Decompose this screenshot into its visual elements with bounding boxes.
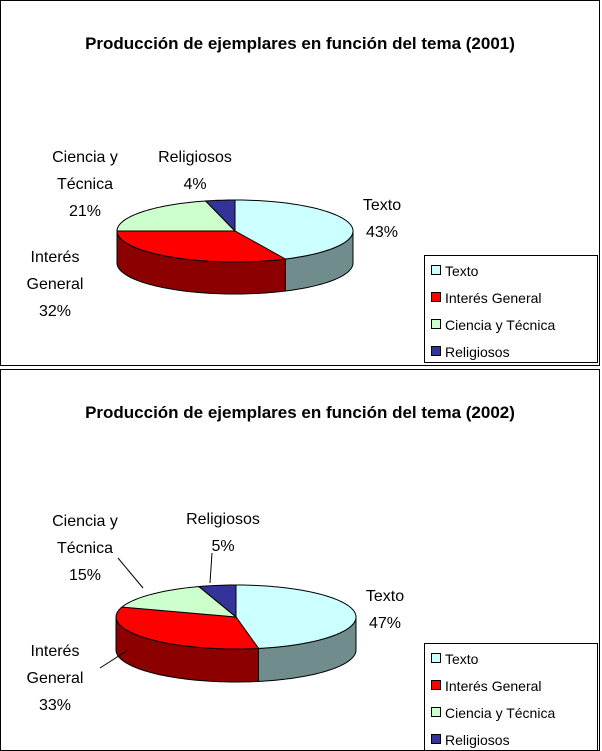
legend-label: Religiosos — [445, 344, 510, 360]
legend-label: Texto — [445, 651, 479, 667]
leader-line — [99, 649, 129, 669]
legend-label: Religiosos — [445, 732, 510, 748]
data-label: Texto 43% — [342, 192, 422, 246]
legend: Texto Interés General Ciencia y Técnica Rel… — [424, 643, 598, 751]
slice-top — [116, 230, 287, 263]
data-label: Texto 47% — [345, 583, 425, 637]
legend-label: Interés General — [445, 678, 542, 694]
label-name: Religiosos — [186, 511, 260, 528]
data-label: Interés General 33% — [10, 638, 100, 719]
label-name: Texto — [362, 197, 402, 214]
legend-label: Texto — [445, 263, 479, 279]
label-name: Texto — [365, 588, 405, 605]
leader-line — [117, 557, 144, 589]
legend-label: Ciencia y Técnica — [445, 705, 556, 721]
pie-slice — [234, 199, 354, 292]
label-value: 32% — [38, 303, 72, 320]
legend-item: Ciencia y Técnica — [431, 317, 555, 333]
pie-slice — [197, 584, 237, 619]
pie-slice — [116, 200, 237, 232]
slice-top — [115, 606, 260, 650]
legend-swatch — [431, 346, 441, 356]
legend-item: Ciencia y Técnica — [431, 705, 555, 721]
label-value: 4% — [183, 176, 207, 193]
legend-label: Ciencia y Técnica — [445, 317, 556, 333]
chart-title: Producción de ejemplares en función del … — [85, 403, 515, 422]
label-value: 33% — [38, 697, 72, 714]
label-name: Ciencia y Técnica — [52, 513, 118, 557]
pie-slice — [235, 584, 357, 682]
label-value: 15% — [68, 567, 102, 584]
slice-top — [204, 199, 236, 233]
legend: Texto Interés General Ciencia y Técnica Rel… — [424, 255, 598, 363]
pie-slice — [116, 230, 287, 295]
slice-top — [197, 584, 237, 619]
label-name: Interés General — [26, 643, 84, 687]
legend-item: Interés General — [431, 678, 542, 694]
legend-item: Texto — [431, 651, 478, 667]
leader-line — [209, 552, 213, 584]
legend-swatch — [431, 707, 441, 717]
legend-swatch — [431, 653, 441, 663]
slice-top — [234, 199, 354, 260]
legend-item: Religiosos — [431, 732, 510, 748]
slice-top — [235, 584, 357, 649]
label-value: 43% — [365, 224, 399, 241]
data-label: Religiosos 4% — [140, 144, 250, 198]
data-label: Ciencia y Técnica 15% — [30, 508, 140, 589]
label-name: Religiosos — [158, 149, 232, 166]
label-name: Ciencia y Técnica — [52, 149, 118, 193]
legend-item: Religiosos — [431, 344, 510, 360]
legend-item: Texto — [431, 263, 478, 279]
slice-top — [116, 200, 237, 232]
label-name: Interés General — [26, 249, 84, 293]
chart-title: Producción de ejemplares en función del … — [85, 34, 515, 53]
legend-swatch — [431, 292, 441, 302]
chart-frame — [0, 0, 600, 366]
data-label: Ciencia y Técnica 21% — [30, 144, 140, 225]
label-value: 5% — [211, 538, 235, 555]
label-value: 47% — [368, 615, 402, 632]
legend-swatch — [431, 265, 441, 275]
legend-swatch — [431, 319, 441, 329]
data-label: Interés General 32% — [10, 244, 100, 325]
legend-swatch — [431, 680, 441, 690]
data-label: Religiosos 5% — [168, 506, 278, 560]
legend-swatch — [431, 734, 441, 744]
legend-item: Interés General — [431, 290, 542, 306]
label-value: 21% — [68, 203, 102, 220]
legend-label: Interés General — [445, 290, 542, 306]
pie-slice — [204, 199, 236, 233]
pie-slice — [115, 606, 260, 683]
